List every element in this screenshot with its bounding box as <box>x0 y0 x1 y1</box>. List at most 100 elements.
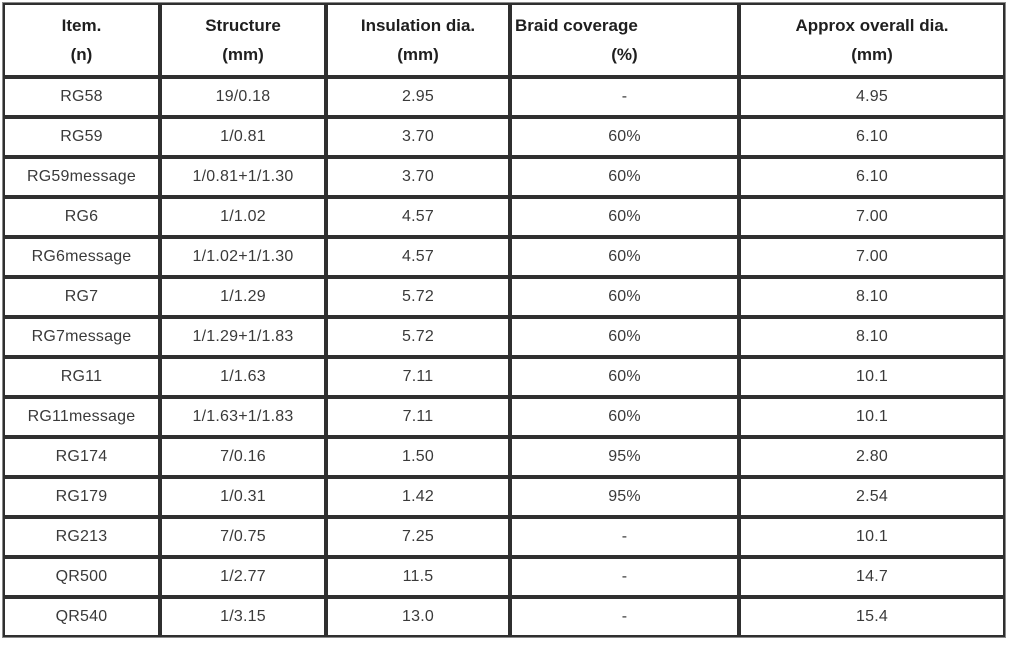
table-cell-braid: - <box>510 517 739 557</box>
table-cell-overall: 8.10 <box>739 317 1005 357</box>
table-cell-braid: 60% <box>510 117 739 157</box>
table-cell-insulation: 4.57 <box>326 197 510 237</box>
table-cell-item: QR540 <box>3 597 160 637</box>
table-cell-structure: 1/3.15 <box>160 597 326 637</box>
table-cell-braid: - <box>510 77 739 117</box>
table-cell-braid: 60% <box>510 157 739 197</box>
table-cell-overall: 4.95 <box>739 77 1005 117</box>
table-cell-structure: 1/1.02 <box>160 197 326 237</box>
spec-table-body: RG58 19/0.18 2.95-4.95 RG59 1/0.81 3.70 60% 6.1… <box>3 77 1005 637</box>
table-cell-item: RG59message <box>3 157 160 197</box>
table-cell-braid: 95% <box>510 477 739 517</box>
table-cell-item: RG59 <box>3 117 160 157</box>
table-cell-braid: 95% <box>510 437 739 477</box>
table-cell-item: RG6message <box>3 237 160 277</box>
table-row: RG7 1/1.29 5.72 60% 8.10 <box>3 277 1005 317</box>
col-header-overall-unit: (mm) <box>851 45 893 64</box>
table-row: RG59 1/0.81 3.70 60% 6.10 <box>3 117 1005 157</box>
table-cell-insulation: 11.5 <box>326 557 510 597</box>
table-cell-insulation: 13.0 <box>326 597 510 637</box>
table-cell-overall: 6.10 <box>739 117 1005 157</box>
table-cell-item: RG11message <box>3 397 160 437</box>
table-header-row: Item. (n) Structure (mm) Insulation dia.… <box>3 3 1005 77</box>
col-header-insulation: Insulation dia. (mm) <box>326 3 510 77</box>
table-cell-item: RG174 <box>3 437 160 477</box>
table-cell-structure: 1/0.81+1/1.30 <box>160 157 326 197</box>
col-header-braid-label: Braid coverage <box>515 16 638 35</box>
table-cell-structure: 1/1.63+1/1.83 <box>160 397 326 437</box>
table-cell-insulation: 7.25 <box>326 517 510 557</box>
table-cell-item: RG213 <box>3 517 160 557</box>
table-cell-insulation: 3.70 <box>326 157 510 197</box>
col-header-insulation-unit: (mm) <box>397 45 439 64</box>
table-cell-overall: 2.54 <box>739 477 1005 517</box>
table-cell-overall: 10.1 <box>739 357 1005 397</box>
table-cell-item: RG7 <box>3 277 160 317</box>
table-cell-insulation: 2.95 <box>326 77 510 117</box>
table-cell-braid: 60% <box>510 277 739 317</box>
table-row: RG174 7/0.16 1.50 95% 2.80 <box>3 437 1005 477</box>
col-header-insulation-label: Insulation dia. <box>360 16 476 35</box>
table-cell-item: RG179 <box>3 477 160 517</box>
table-cell-structure: 1/0.31 <box>160 477 326 517</box>
table-cell-insulation: 4.57 <box>326 237 510 277</box>
table-cell-braid: 60% <box>510 237 739 277</box>
table-cell-overall: 2.80 <box>739 437 1005 477</box>
table-cell-overall: 6.10 <box>739 157 1005 197</box>
table-cell-structure: 1/0.81 <box>160 117 326 157</box>
table-cell-overall: 7.00 <box>739 197 1005 237</box>
col-header-item-label: Item. <box>61 16 102 35</box>
table-cell-item: RG58 <box>3 77 160 117</box>
table-cell-insulation: 5.72 <box>326 277 510 317</box>
table-cell-insulation: 1.50 <box>326 437 510 477</box>
col-header-braid-unit: (%) <box>611 45 638 64</box>
table-cell-structure: 1/1.63 <box>160 357 326 397</box>
table-cell-structure: 7/0.16 <box>160 437 326 477</box>
table-cell-overall: 7.00 <box>739 237 1005 277</box>
table-row: RG213 7/0.75 7.25-10.1 <box>3 517 1005 557</box>
table-cell-insulation: 1.42 <box>326 477 510 517</box>
table-cell-braid: - <box>510 597 739 637</box>
table-cell-overall: 15.4 <box>739 597 1005 637</box>
table-cell-item: QR500 <box>3 557 160 597</box>
table-row: QR500 1/2.77 11.5-14.7 <box>3 557 1005 597</box>
table-cell-structure: 19/0.18 <box>160 77 326 117</box>
table-row: RG11message 1/1.63+1/1.83 7.11 60% 10.1 <box>3 397 1005 437</box>
table-cell-item: RG11 <box>3 357 160 397</box>
table-cell-structure: 1/1.02+1/1.30 <box>160 237 326 277</box>
table-cell-structure: 7/0.75 <box>160 517 326 557</box>
table-cell-structure: 1/1.29+1/1.83 <box>160 317 326 357</box>
col-header-item-unit: (n) <box>70 45 93 64</box>
table-cell-overall: 10.1 <box>739 517 1005 557</box>
table-row: RG6message 1/1.02+1/1.30 4.57 60% 7.00 <box>3 237 1005 277</box>
table-row: RG179 1/0.31 1.42 95% 2.54 <box>3 477 1005 517</box>
col-header-overall: Approx overall dia. (mm) <box>739 3 1005 77</box>
table-cell-item: RG6 <box>3 197 160 237</box>
table-cell-insulation: 7.11 <box>326 357 510 397</box>
table-cell-braid: 60% <box>510 357 739 397</box>
table-cell-insulation: 7.11 <box>326 397 510 437</box>
table-row: QR540 1/3.15 13.0-15.4 <box>3 597 1005 637</box>
table-cell-structure: 1/1.29 <box>160 277 326 317</box>
table-row: RG59message 1/0.81+1/1.30 3.70 60% 6.10 <box>3 157 1005 197</box>
table-cell-structure: 1/2.77 <box>160 557 326 597</box>
col-header-structure: Structure (mm) <box>160 3 326 77</box>
table-cell-overall: 14.7 <box>739 557 1005 597</box>
table-cell-overall: 8.10 <box>739 277 1005 317</box>
table-cell-braid: 60% <box>510 397 739 437</box>
table-row: RG7message 1/1.29+1/1.83 5.72 60% 8.10 <box>3 317 1005 357</box>
col-header-structure-label: Structure <box>205 16 281 35</box>
table-cell-braid: - <box>510 557 739 597</box>
col-header-braid: Braid coverage (%) <box>510 3 739 77</box>
table-cell-braid: 60% <box>510 317 739 357</box>
col-header-structure-unit: (mm) <box>222 45 264 64</box>
table-row: RG11 1/1.63 7.11 60% 10.1 <box>3 357 1005 397</box>
table-cell-insulation: 5.72 <box>326 317 510 357</box>
table-cell-item: RG7message <box>3 317 160 357</box>
col-header-overall-label: Approx overall dia. <box>795 16 949 35</box>
table-row: RG6 1/1.02 4.57 60% 7.00 <box>3 197 1005 237</box>
table-cell-overall: 10.1 <box>739 397 1005 437</box>
table-row: RG58 19/0.18 2.95-4.95 <box>3 77 1005 117</box>
